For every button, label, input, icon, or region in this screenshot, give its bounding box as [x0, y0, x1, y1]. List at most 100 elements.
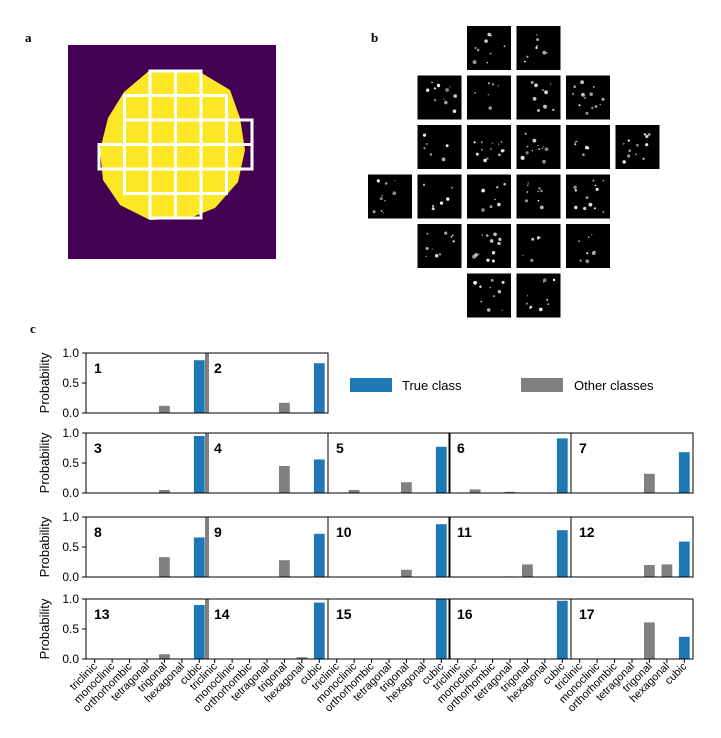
bar-trigonal	[159, 557, 170, 577]
subplot-label: 2	[214, 360, 222, 376]
y-tick-label: 1.0	[62, 346, 79, 360]
subplot-13: 130.00.51.0Probabilitytriclinicmonoclini…	[37, 592, 209, 715]
legend-true-swatch	[350, 378, 392, 392]
subplot-frame	[448, 432, 572, 494]
diffraction-tile	[417, 125, 462, 169]
bar-trigonal	[644, 473, 655, 493]
diffraction-tile	[516, 125, 561, 169]
subplot-5: 5	[327, 432, 451, 494]
diffraction-tile	[467, 273, 511, 318]
diffraction-tile	[516, 224, 561, 268]
y-tick-label: 1.0	[62, 510, 79, 524]
diffraction-tile	[566, 224, 610, 268]
legend-other-swatch	[521, 378, 563, 392]
diffraction-tile	[516, 174, 561, 219]
bar-tetragonal	[504, 491, 516, 493]
y-axis-label: Probability	[37, 598, 52, 659]
panel-b-pattern-grid	[368, 26, 660, 318]
subplot-frame	[327, 516, 451, 578]
legend-other-label: Other classes	[574, 378, 654, 393]
subplot-label: 3	[94, 440, 102, 456]
subplot-label: 7	[579, 440, 587, 456]
subplot-3: 3 0.0 0.5 1.0 Probability	[37, 426, 209, 500]
subplot-4: 4	[205, 432, 329, 494]
bar-trigonal	[401, 569, 412, 577]
bar-cubic	[193, 360, 205, 413]
subplot-label: 9	[214, 524, 222, 540]
panel-a-heatmap	[68, 45, 276, 259]
diffraction-tile	[467, 174, 511, 219]
subplot-label: 6	[457, 440, 465, 456]
y-tick-label: 0.0	[62, 652, 79, 666]
panel-label-c: c	[30, 321, 36, 336]
diffraction-tile	[467, 125, 511, 169]
bar-monoclinic	[348, 490, 360, 493]
subplot-label: 13	[94, 606, 110, 622]
subplot-label: 17	[579, 606, 595, 622]
grid-cell	[174, 192, 203, 220]
subplot-frame	[570, 516, 694, 578]
diffraction-tile	[566, 75, 610, 120]
bar-cubic	[313, 459, 325, 493]
subplot-16: 16triclinicmonoclinicorthorhombictetrago…	[431, 598, 572, 715]
bar-cubic	[556, 530, 568, 577]
diffraction-tile	[467, 224, 511, 268]
y-tick-label: 0.5	[62, 540, 79, 554]
diffraction-tile	[516, 26, 561, 70]
subplot-15: 15triclinicmonoclinicorthorhombictetrago…	[310, 598, 451, 715]
bar-cubic	[435, 599, 447, 659]
legend: True class Other classes	[350, 378, 654, 393]
subplot-label: 15	[336, 606, 352, 622]
subplot-7: 7	[570, 432, 694, 494]
bar-cubic	[556, 438, 568, 493]
grid-cell	[225, 143, 254, 171]
bar-cubic	[313, 602, 325, 659]
diffraction-tile	[417, 75, 462, 120]
bar-trigonal	[159, 490, 170, 493]
subplot-label: 14	[214, 606, 230, 622]
bar-cubic	[678, 541, 690, 577]
bar-cubic	[313, 533, 325, 577]
y-tick-label: 0.0	[62, 406, 79, 420]
subplot-frame	[85, 432, 209, 494]
subplot-frame	[327, 432, 451, 494]
y-tick-label: 0.0	[62, 486, 79, 500]
diffraction-tile	[516, 75, 561, 120]
y-axis-label: Probability	[37, 516, 52, 577]
diffraction-tile	[467, 75, 511, 120]
panel-label-b: b	[371, 30, 379, 45]
diffraction-tile	[516, 273, 561, 318]
panel-label-a: a	[25, 30, 32, 45]
bar-trigonal	[644, 622, 655, 659]
bar-trigonal	[522, 564, 533, 577]
subplot-2: 2	[205, 352, 329, 414]
subplot-label: 10	[336, 524, 352, 540]
bar-trigonal	[279, 560, 290, 577]
diffraction-tile	[368, 174, 412, 219]
subplot-label: 1	[94, 360, 102, 376]
bar-cubic	[556, 600, 568, 659]
subplot-10: 10	[327, 516, 451, 578]
scan-grid	[97, 69, 254, 220]
legend-true-label: True class	[402, 378, 462, 393]
bar-cubic	[193, 436, 205, 493]
y-axis-label: Probability	[37, 352, 52, 413]
subplot-frame	[205, 432, 329, 494]
bar-cubic	[193, 537, 205, 577]
subplot-14: 14triclinicmonoclinicorthorhombictetrago…	[188, 598, 329, 715]
subplot-label: 12	[579, 524, 595, 540]
y-tick-label: 1.0	[62, 592, 79, 606]
subplot-1: 1 0.0 0.5 1.0 Probability	[37, 346, 209, 420]
subplot-label: 4	[214, 440, 222, 456]
y-tick-label: 0.5	[62, 456, 79, 470]
bar-trigonal	[644, 565, 655, 577]
subplot-12: 12	[570, 516, 694, 578]
subplot-frame	[205, 352, 329, 414]
subplot-8: 8 0.0 0.5 1.0 Probability	[37, 510, 209, 584]
diffraction-tile	[417, 224, 462, 268]
bar-cubic	[313, 363, 325, 413]
subplot-frame	[85, 352, 209, 414]
bar-cubic	[193, 605, 205, 659]
subplot-frame	[205, 516, 329, 578]
